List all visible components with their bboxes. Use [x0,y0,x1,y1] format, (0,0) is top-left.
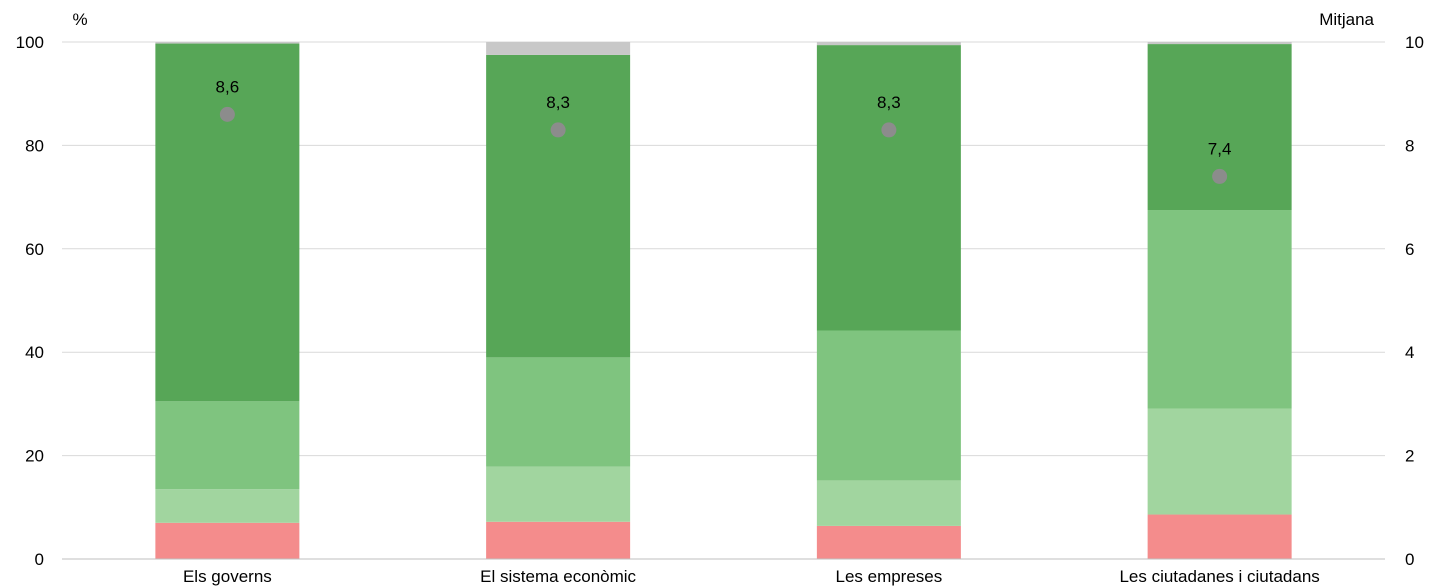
bar-segment [816,480,961,526]
mean-data-label: 8,3 [877,93,901,112]
y-axis-left-title: % [72,10,87,29]
bars [155,42,1292,559]
x-axis-category-label: Les ciutadanes i ciutadans [1119,567,1319,586]
bar-segment [816,42,961,46]
bar-segment [486,357,631,467]
y-axis-right-tick-label: 0 [1405,550,1414,569]
y-axis-right-tick-label: 2 [1405,447,1414,466]
mean-point [881,122,897,138]
bar-segment [816,525,961,559]
axes: 0 20 40 60 80 100 0 2 4 6 8 10 Els governs El sistema… [16,33,1424,586]
bar-segment [486,42,631,55]
mean-data-label: 7,4 [1208,139,1232,158]
mean-data-label: 8,3 [546,93,570,112]
bar-segment [155,401,300,490]
y-axis-right-title: Mitjana [1319,10,1374,29]
bar-segment [486,521,631,559]
bar-segment [1147,210,1292,409]
y-axis-right-tick-label: 4 [1405,343,1414,362]
bar-segment [816,45,961,331]
mean-point [219,106,235,122]
bar-segment [155,489,300,523]
y-axis-left-tick-label: 80 [25,136,44,155]
y-axis-right-tick-label: 10 [1405,33,1424,52]
mean-points: 8,6 8,3 8,3 7,4 [216,77,1232,184]
x-axis-category-label: El sistema econòmic [480,567,636,586]
bar-segment [155,522,300,559]
mean-data-label: 8,6 [216,77,240,96]
y-axis-left-tick-label: 20 [25,447,44,466]
x-axis-category-label: Les empreses [835,567,942,586]
mean-point [1212,168,1228,184]
y-axis-right-tick-label: 8 [1405,136,1414,155]
y-axis-left-tick-label: 100 [16,33,44,52]
bar-segment [1147,44,1292,211]
mean-point [550,122,566,138]
y-axis-left-tick-label: 0 [35,550,44,569]
bar-segment [1147,514,1292,559]
y-axis-left-tick-label: 60 [25,240,44,259]
y-axis-left-tick-label: 40 [25,343,44,362]
bar-segment [155,43,300,402]
bar-segment [486,54,631,358]
bar-segment [1147,42,1292,45]
bar-segment [486,466,631,522]
bar-segment [1147,408,1292,515]
x-axis-category-label: Els governs [183,567,272,586]
bar-segment [816,330,961,481]
y-axis-right-tick-label: 6 [1405,240,1414,259]
bar-segment [155,42,300,44]
